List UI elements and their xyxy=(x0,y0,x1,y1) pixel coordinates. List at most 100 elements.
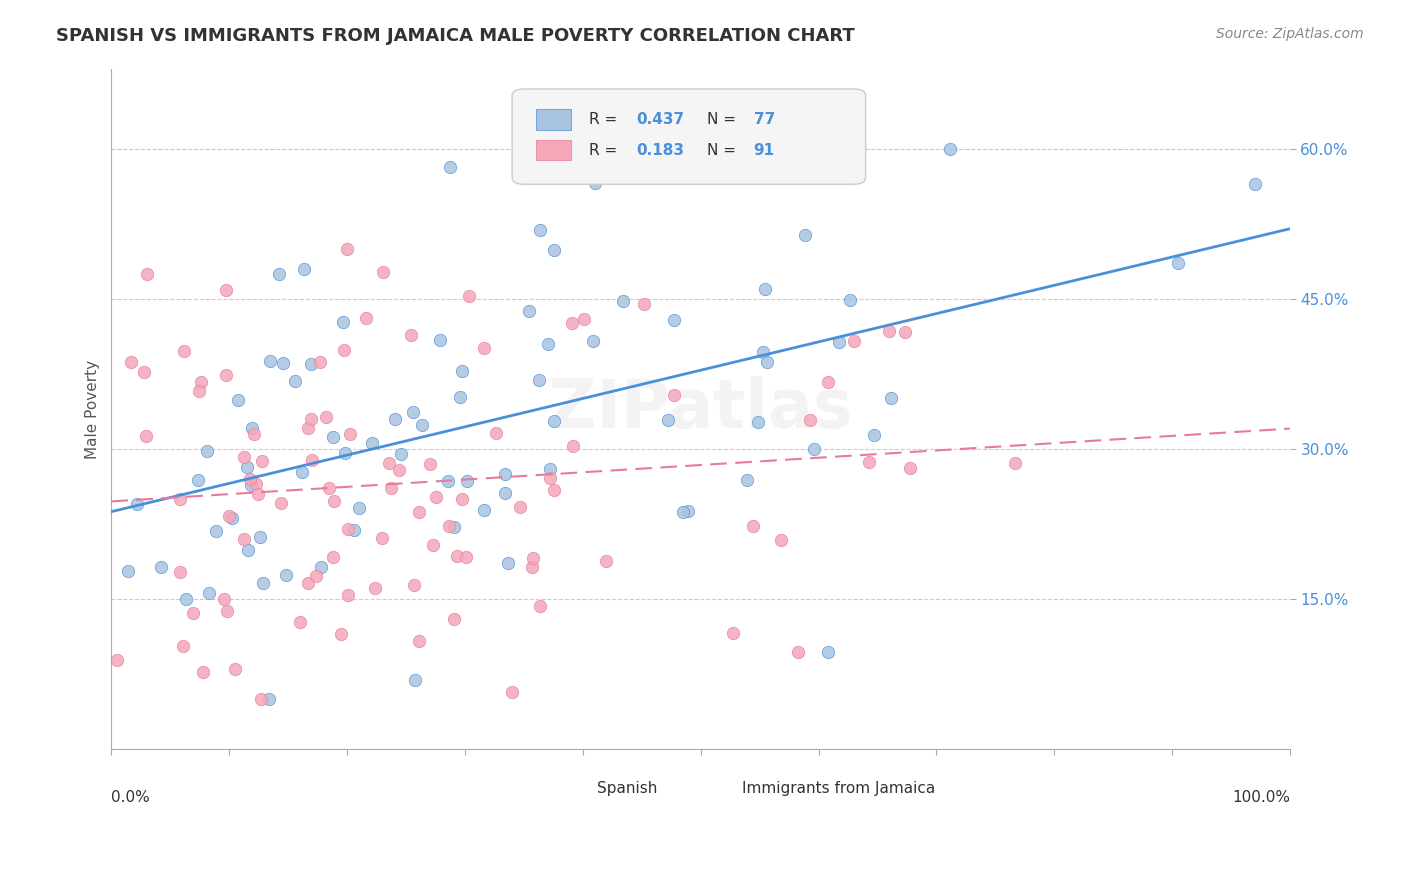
Point xyxy=(408,633,430,648)
Point xyxy=(402,577,425,591)
Point xyxy=(457,289,479,303)
Point xyxy=(676,504,699,518)
Point xyxy=(347,500,370,515)
Point xyxy=(322,549,344,564)
Point xyxy=(332,315,354,329)
Point xyxy=(191,665,214,680)
Point xyxy=(246,487,269,501)
Point xyxy=(437,519,460,533)
Point xyxy=(794,228,817,243)
Point xyxy=(188,384,211,399)
Point xyxy=(411,417,433,432)
Point xyxy=(215,604,238,618)
Point xyxy=(249,692,271,706)
Point xyxy=(1004,456,1026,470)
Point xyxy=(529,374,551,388)
Point xyxy=(538,471,561,485)
Point xyxy=(450,364,472,378)
Point xyxy=(543,243,565,257)
Text: 0.0%: 0.0% xyxy=(111,790,150,805)
Point xyxy=(742,519,765,533)
Point xyxy=(439,160,461,174)
Point xyxy=(149,560,172,574)
Point xyxy=(664,388,686,402)
Text: 0.183: 0.183 xyxy=(636,143,683,158)
Text: 91: 91 xyxy=(754,143,775,158)
Point xyxy=(181,606,204,620)
Point xyxy=(309,560,332,574)
Point xyxy=(408,505,430,519)
Point xyxy=(252,575,274,590)
Point xyxy=(204,524,226,538)
Point xyxy=(132,365,155,379)
Point xyxy=(198,586,221,600)
Point xyxy=(284,374,307,388)
FancyBboxPatch shape xyxy=(560,780,589,797)
Point xyxy=(378,456,401,470)
Point xyxy=(529,599,551,613)
Point xyxy=(786,644,808,658)
Point xyxy=(456,474,478,488)
Text: N =: N = xyxy=(707,143,741,158)
Point xyxy=(747,415,769,429)
Point xyxy=(249,530,271,544)
Point xyxy=(672,505,695,519)
Point xyxy=(817,644,839,658)
Point xyxy=(735,473,758,487)
Point xyxy=(271,356,294,370)
Point xyxy=(318,482,340,496)
Point xyxy=(364,581,387,595)
Point xyxy=(236,542,259,557)
Point xyxy=(339,427,361,442)
Point xyxy=(245,477,267,491)
Point xyxy=(501,685,523,699)
Point xyxy=(239,478,262,492)
Point xyxy=(817,375,839,389)
Point xyxy=(449,390,471,404)
Text: R =: R = xyxy=(589,143,621,158)
Point xyxy=(880,391,903,405)
Point xyxy=(308,354,330,368)
Point xyxy=(335,446,357,460)
Point xyxy=(509,500,531,515)
Point xyxy=(322,430,344,444)
Point xyxy=(582,334,605,348)
Point xyxy=(450,492,472,507)
Point xyxy=(529,223,551,237)
Point xyxy=(538,462,561,476)
Point xyxy=(472,503,495,517)
Point xyxy=(894,325,917,339)
Point xyxy=(454,550,477,565)
Point xyxy=(561,316,583,330)
Point xyxy=(755,355,778,369)
Point xyxy=(551,166,574,180)
Point xyxy=(315,410,337,425)
Point xyxy=(135,428,157,442)
Point xyxy=(520,560,543,574)
Point xyxy=(117,564,139,578)
Point xyxy=(494,485,516,500)
Point xyxy=(612,294,634,309)
Point xyxy=(354,310,377,325)
Point xyxy=(257,692,280,706)
Point xyxy=(215,368,238,383)
Point xyxy=(239,472,262,486)
Point xyxy=(242,427,264,442)
Point xyxy=(389,447,412,461)
Point xyxy=(221,511,243,525)
Point xyxy=(215,283,238,297)
Point xyxy=(297,576,319,591)
Point xyxy=(288,615,311,630)
Point xyxy=(236,459,259,474)
Point xyxy=(842,334,865,349)
Point xyxy=(443,612,465,626)
Text: R =: R = xyxy=(589,112,621,127)
Point xyxy=(485,425,508,440)
Point xyxy=(770,533,793,548)
Point xyxy=(299,411,322,425)
Point xyxy=(291,465,314,479)
Point xyxy=(595,554,617,568)
Text: 77: 77 xyxy=(754,112,775,127)
Text: Spanish: Spanish xyxy=(598,780,658,796)
Point xyxy=(572,311,595,326)
